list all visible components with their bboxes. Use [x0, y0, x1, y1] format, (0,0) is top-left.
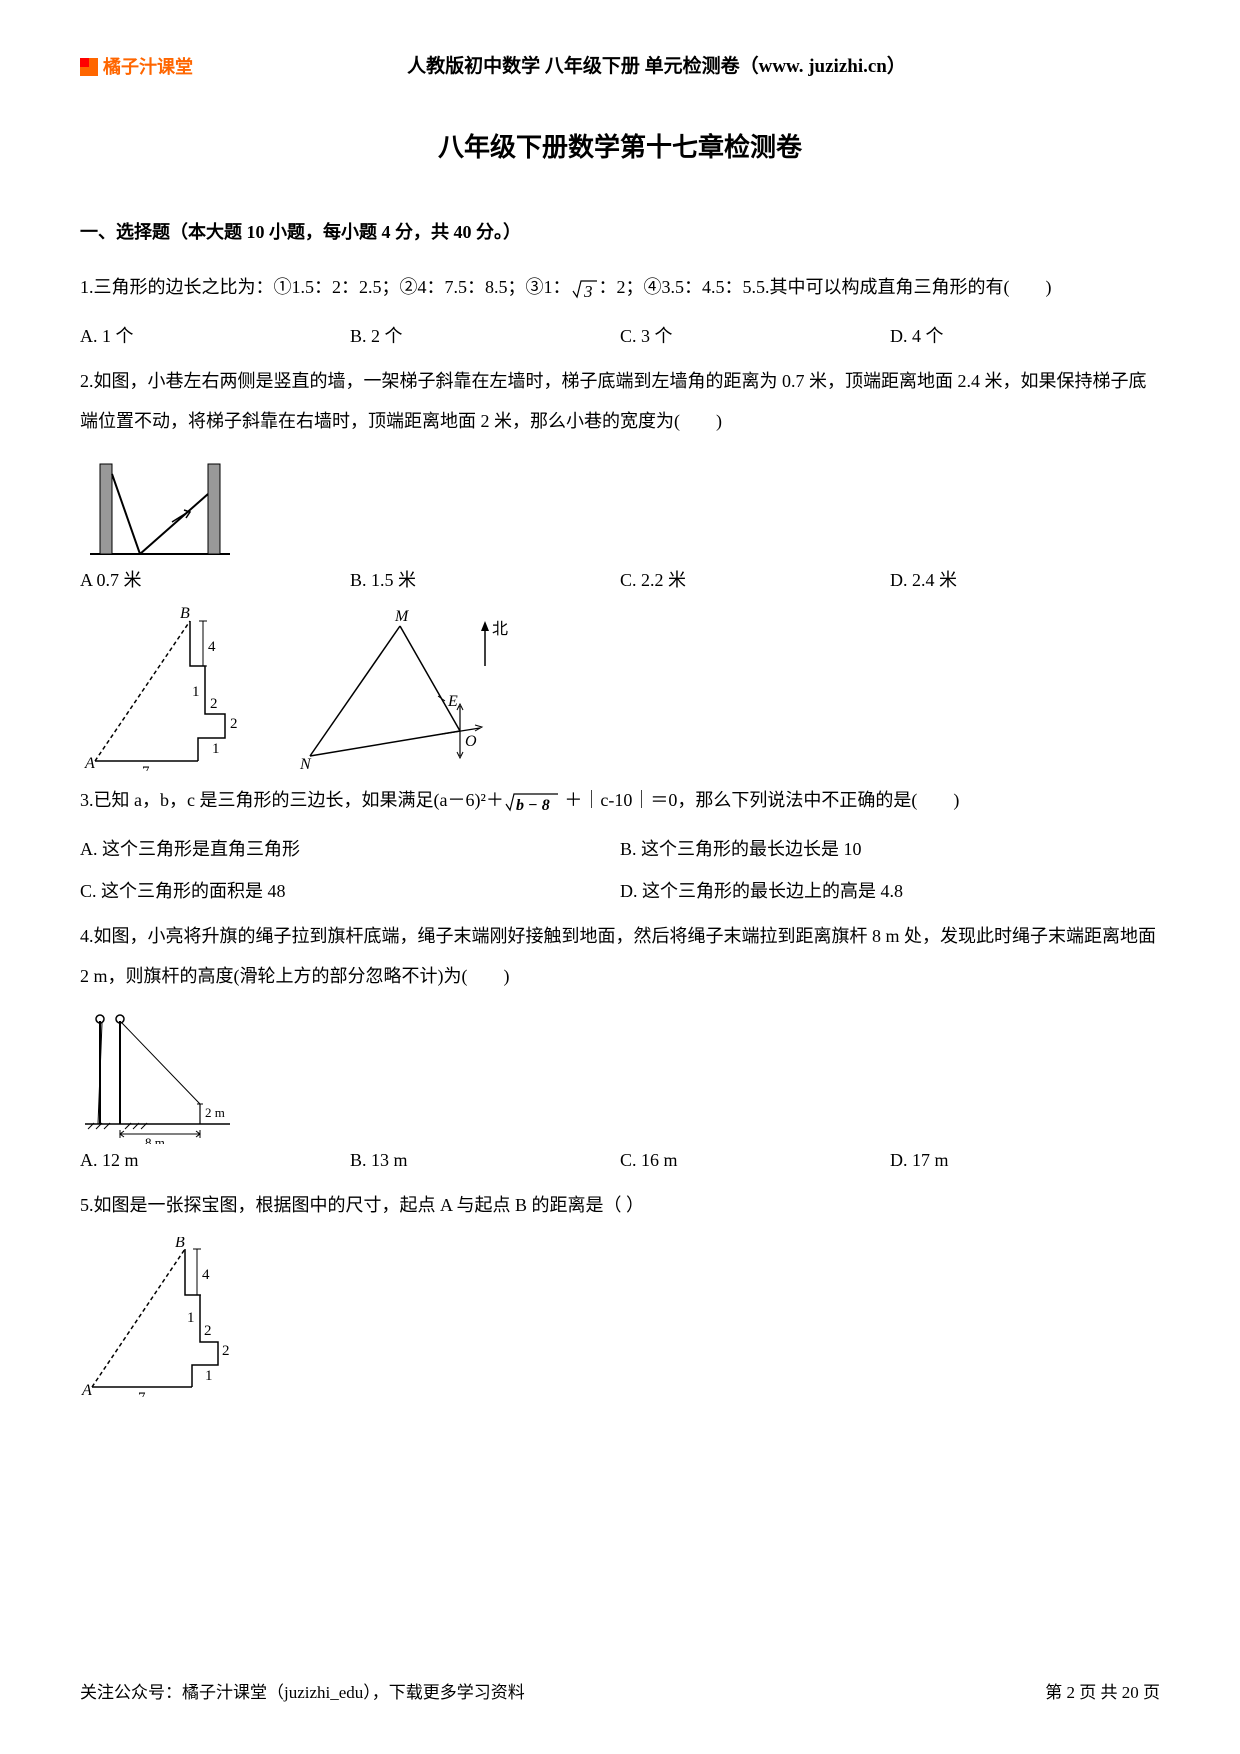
figures-row: A B 7 2 1 2 1 4 北 M N O E — [80, 606, 1160, 771]
label-2c: 2 — [222, 1343, 230, 1359]
ladder-figure — [80, 454, 240, 564]
label-O: O — [465, 733, 477, 750]
q4-figure: 2 m 8 m — [80, 1009, 1160, 1144]
label-2m: 2 m — [205, 1105, 225, 1120]
label-A5: A — [81, 1382, 92, 1397]
label-B5: B — [175, 1237, 185, 1251]
page-header: 橘子汁课堂 人教版初中数学 八年级下册 单元检测卷（www. juzizhi.c… — [80, 50, 1160, 84]
q2-optA: A 0.7 米 — [80, 564, 350, 596]
q4-optD: D. 17 m — [890, 1144, 1160, 1176]
q3-options-row2: C. 这个三角形的面积是 48 D. 这个三角形的最长边上的高是 4.8 — [80, 875, 1160, 907]
q2-figure — [80, 454, 1160, 564]
compass-figure: 北 M N O E — [290, 606, 520, 771]
svg-text:b − 8: b − 8 — [516, 797, 550, 814]
label-M: M — [394, 608, 410, 625]
label-2a: 2 — [230, 716, 238, 732]
question-5: 5.如图是一张探宝图，根据图中的尺寸，起点 A 与起点 B 的距离是（ ） — [80, 1186, 1160, 1226]
label-1b: 1 — [192, 684, 200, 700]
sqrt3-icon: 3 — [571, 277, 599, 301]
question-4: 4.如图，小亮将升旗的绳子拉到旗杆底端，绳子末端刚好接触到地面，然后将绳子末端拉… — [80, 917, 1160, 996]
question-1: 1.三角形的边长之比为：①1.5：2：2.5；②4：7.5：8.5；③1： 3 ：2… — [80, 268, 1160, 308]
q3-optB: B. 这个三角形的最长边长是 10 — [620, 833, 1160, 865]
label-1a: 1 — [212, 741, 220, 757]
label-2d: 2 — [204, 1323, 212, 1339]
q4-optC: C. 16 m — [620, 1144, 890, 1176]
section-title: 一、选择题（本大题 10 小题，每小题 4 分，共 40 分。） — [80, 216, 1160, 248]
q3-optC: C. 这个三角形的面积是 48 — [80, 875, 620, 907]
main-title: 八年级下册数学第十七章检测卷 — [80, 124, 1160, 171]
label-B: B — [180, 606, 190, 622]
q2-optB: B. 1.5 米 — [350, 564, 620, 596]
q4-optB: B. 13 m — [350, 1144, 620, 1176]
q1-optC: C. 3 个 — [620, 320, 890, 352]
svg-text:3: 3 — [583, 282, 593, 301]
label-north: 北 — [492, 620, 508, 638]
footer-right: 第 2 页 共 20 页 — [1045, 1678, 1160, 1709]
q1-pre: 1.三角形的边长之比为：①1.5：2：2.5；②4：7.5：8.5；③1： — [80, 277, 571, 297]
q3-options-row1: A. 这个三角形是直角三角形 B. 这个三角形的最长边长是 10 — [80, 833, 1160, 865]
question-2: 2.如图，小巷左右两侧是竖直的墙，一架梯子斜靠在左墙时，梯子底端到左墙角的距离为… — [80, 362, 1160, 441]
header-title: 人教版初中数学 八年级下册 单元检测卷（www. juzizhi.cn） — [153, 50, 1160, 84]
q2-optC: C. 2.2 米 — [620, 564, 890, 596]
q3-pre: 3.已知 a，b，c 是三角形的三边长，如果满足(a－6)²＋ — [80, 790, 504, 810]
q1-post: ：2；④3.5：4.5：5.5.其中可以构成直角三角形的有( ) — [599, 277, 1052, 297]
flagpole-figure: 2 m 8 m — [80, 1009, 240, 1144]
question-3: 3.已知 a，b，c 是三角形的三边长，如果满足(a－6)²＋ b − 8 ＋｜c… — [80, 781, 1160, 821]
q3-optD: D. 这个三角形的最长边上的高是 4.8 — [620, 875, 1160, 907]
treasure-map-figure: A B 7 2 1 2 1 4 — [80, 1237, 245, 1397]
q3-optA: A. 这个三角形是直角三角形 — [80, 833, 620, 865]
q1-optB: B. 2 个 — [350, 320, 620, 352]
label-N: N — [299, 756, 312, 771]
label-1c: 1 — [205, 1368, 213, 1384]
footer-left: 关注公众号：橘子汁课堂（juzizhi_edu），下载更多学习资料 — [80, 1678, 525, 1709]
q4-options: A. 12 m B. 13 m C. 16 m D. 17 m — [80, 1144, 1160, 1176]
label-4: 4 — [208, 639, 216, 655]
q1-options: A. 1 个 B. 2 个 C. 3 个 D. 4 个 — [80, 320, 1160, 352]
label-E: E — [447, 693, 458, 710]
label-7b: 7 — [138, 1390, 146, 1397]
label-8m: 8 m — [145, 1135, 165, 1144]
logo-icon — [80, 58, 98, 76]
q3-post: ＋｜c-10｜＝0，那么下列说法中不正确的是( ) — [560, 790, 959, 810]
q4-optA: A. 12 m — [80, 1144, 350, 1176]
label-1d: 1 — [187, 1310, 195, 1326]
q1-optD: D. 4 个 — [890, 320, 1160, 352]
label-4b: 4 — [202, 1267, 210, 1283]
sqrt-b8-icon: b − 8 — [504, 790, 560, 814]
q2-options: A 0.7 米 B. 1.5 米 C. 2.2 米 D. 2.4 米 — [80, 564, 1160, 596]
q5-figure: A B 7 2 1 2 1 4 — [80, 1237, 1160, 1397]
label-2b: 2 — [210, 696, 218, 712]
triangle-steps-figure: A B 7 2 1 2 1 4 — [80, 606, 250, 771]
q2-optD: D. 2.4 米 — [890, 564, 1160, 596]
page-footer: 关注公众号：橘子汁课堂（juzizhi_edu），下载更多学习资料 第 2 页 … — [80, 1678, 1160, 1709]
label-7: 7 — [142, 764, 150, 771]
q1-optA: A. 1 个 — [80, 320, 350, 352]
label-A: A — [84, 755, 95, 771]
